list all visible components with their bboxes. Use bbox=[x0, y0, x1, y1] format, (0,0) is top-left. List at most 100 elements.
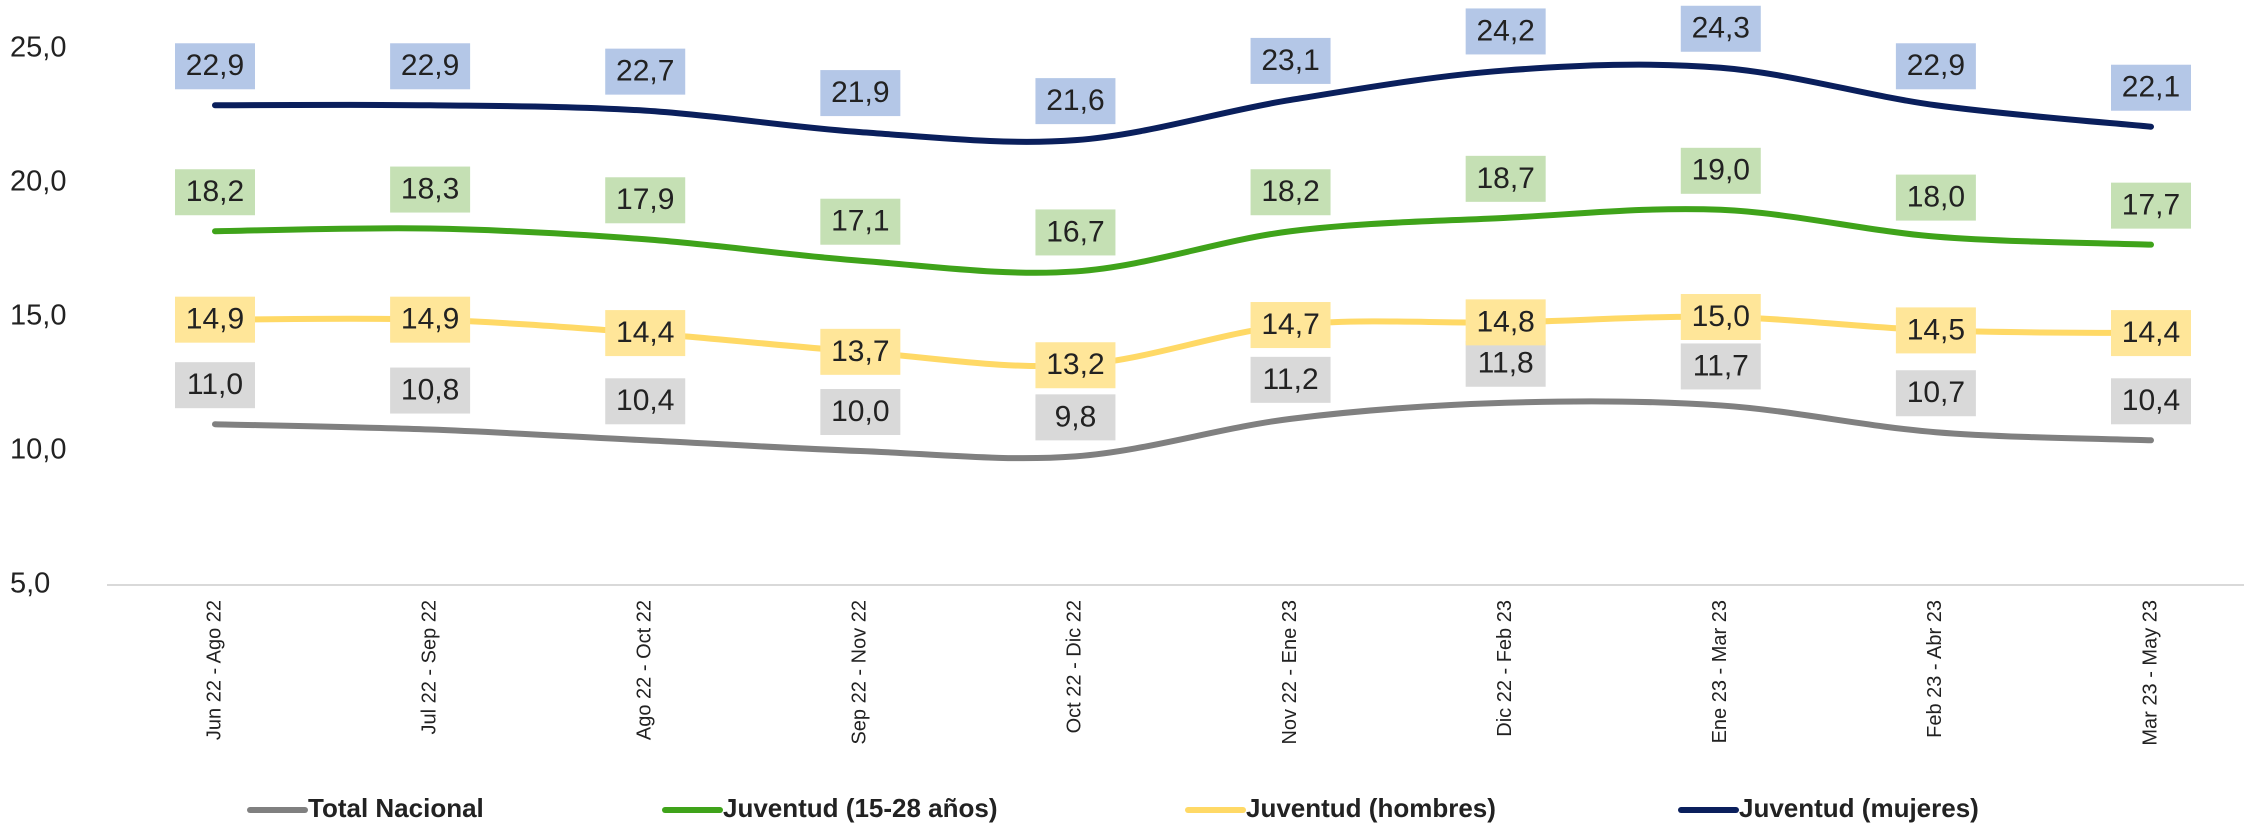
data-label: 15,0 bbox=[1692, 300, 1750, 333]
x-tick-label: Mar 23 - May 23 bbox=[2139, 600, 2161, 746]
data-label-box bbox=[2111, 182, 2191, 229]
x-tick-label: Nov 22 - Ene 23 bbox=[1279, 600, 1301, 745]
data-label: 9,8 bbox=[1055, 400, 1097, 433]
data-label: 14,4 bbox=[616, 316, 674, 349]
data-label: 11,2 bbox=[1262, 363, 1318, 396]
data-label: 11,8 bbox=[1478, 347, 1534, 380]
data-label-box bbox=[175, 296, 255, 343]
legend-label: Juventud (hombres) bbox=[1246, 793, 1496, 823]
data-label-box bbox=[1465, 299, 1546, 346]
data-label: 14,8 bbox=[1476, 305, 1534, 338]
data-label-box bbox=[1895, 307, 1976, 354]
data-label-box bbox=[1465, 8, 1546, 55]
data-label-box bbox=[1035, 209, 1116, 256]
legend-label: Juventud (15-28 años) bbox=[723, 793, 998, 823]
data-label-box bbox=[2111, 378, 2191, 425]
data-label-box bbox=[390, 43, 471, 90]
data-label: 17,1 bbox=[831, 205, 889, 238]
data-label-box bbox=[1680, 343, 1761, 390]
legend-label: Total Nacional bbox=[308, 793, 484, 823]
data-label: 18,2 bbox=[186, 175, 244, 208]
data-label: 18,0 bbox=[1907, 181, 1965, 214]
data-label-box bbox=[390, 367, 471, 414]
data-label-box bbox=[1680, 147, 1761, 194]
data-label: 24,2 bbox=[1476, 14, 1534, 47]
data-label-box bbox=[175, 169, 255, 216]
x-tick-label: Feb 23 - Abr 23 bbox=[1924, 600, 1946, 738]
data-label: 22,7 bbox=[616, 55, 674, 88]
data-label-box bbox=[1035, 394, 1116, 441]
data-label-box bbox=[2111, 64, 2191, 111]
y-tick-label: 20,0 bbox=[10, 166, 66, 198]
data-label-box bbox=[605, 378, 686, 425]
data-label: 10,0 bbox=[831, 395, 889, 428]
data-label-box bbox=[1250, 37, 1331, 84]
data-label-box bbox=[1035, 342, 1116, 389]
x-tick-label: Jul 22 - Sep 22 bbox=[418, 600, 440, 735]
data-label-box bbox=[605, 48, 686, 95]
data-label: 14,9 bbox=[401, 303, 459, 336]
data-label: 17,7 bbox=[2122, 189, 2180, 222]
x-tick-label: Ene 23 - Mar 23 bbox=[1709, 600, 1731, 743]
data-label-box bbox=[390, 296, 471, 343]
data-label-box bbox=[605, 177, 686, 224]
data-label: 23,1 bbox=[1261, 44, 1319, 77]
x-tick-label: Ago 22 - Oct 22 bbox=[634, 600, 656, 740]
data-label-box bbox=[820, 198, 901, 245]
data-label-box bbox=[1895, 370, 1976, 417]
y-tick-label: 5,0 bbox=[10, 568, 50, 600]
data-label: 19,0 bbox=[1692, 154, 1750, 187]
data-label: 14,7 bbox=[1261, 308, 1319, 341]
data-label-box bbox=[1250, 356, 1331, 403]
data-label: 17,9 bbox=[616, 183, 674, 216]
data-label: 13,7 bbox=[831, 335, 889, 368]
data-label: 14,5 bbox=[1907, 313, 1965, 346]
data-label-box bbox=[1465, 155, 1546, 202]
series-line bbox=[212, 61, 2154, 145]
data-label: 18,7 bbox=[1476, 162, 1534, 195]
data-label-box bbox=[1895, 174, 1976, 221]
data-label: 14,9 bbox=[186, 303, 244, 336]
data-label: 16,7 bbox=[1046, 215, 1104, 248]
data-label-box bbox=[1895, 43, 1976, 90]
data-label: 22,1 bbox=[2122, 71, 2180, 104]
series-line bbox=[212, 206, 2154, 276]
data-label: 11,0 bbox=[187, 368, 243, 401]
x-tick-label: Dic 22 - Feb 23 bbox=[1494, 600, 1516, 737]
data-label: 14,4 bbox=[2122, 316, 2180, 349]
series-line bbox=[212, 398, 2154, 462]
data-label: 10,4 bbox=[616, 384, 674, 417]
x-tick-label: Jun 22 - Ago 22 bbox=[203, 600, 225, 740]
data-label-box bbox=[2111, 310, 2191, 357]
data-label-box bbox=[1680, 5, 1761, 52]
data-label: 22,9 bbox=[186, 49, 244, 82]
data-label: 18,3 bbox=[401, 172, 459, 205]
data-label-box bbox=[605, 310, 686, 357]
data-label: 22,9 bbox=[401, 49, 459, 82]
data-label-box bbox=[1035, 78, 1116, 125]
data-label: 24,3 bbox=[1692, 12, 1750, 45]
data-label-box bbox=[1250, 169, 1331, 216]
data-label-box bbox=[390, 166, 471, 213]
y-tick-label: 10,0 bbox=[10, 434, 66, 466]
x-tick-label: Oct 22 - Dic 22 bbox=[1064, 600, 1086, 733]
data-label: 21,6 bbox=[1046, 84, 1104, 117]
data-label-box bbox=[175, 43, 255, 90]
data-label-box bbox=[820, 389, 901, 435]
y-tick-label: 15,0 bbox=[10, 300, 66, 332]
data-label: 18,2 bbox=[1261, 175, 1319, 208]
data-label-box bbox=[175, 362, 255, 409]
x-tick-label: Sep 22 - Nov 22 bbox=[849, 600, 871, 745]
data-label: 22,9 bbox=[1907, 49, 1965, 82]
data-label: 10,7 bbox=[1907, 376, 1965, 409]
data-label-box bbox=[820, 70, 901, 117]
data-label-box bbox=[1680, 294, 1761, 340]
y-tick-label: 25,0 bbox=[10, 32, 66, 64]
data-label-box bbox=[1250, 302, 1331, 349]
data-label: 10,8 bbox=[401, 373, 459, 406]
data-label-box bbox=[1465, 340, 1546, 387]
legend-label: Juventud (mujeres) bbox=[1739, 793, 1979, 823]
data-label-box bbox=[820, 328, 901, 375]
